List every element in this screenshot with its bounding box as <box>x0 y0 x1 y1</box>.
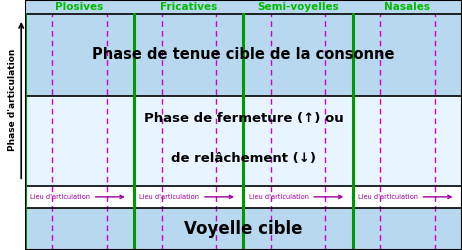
Bar <box>25 14 462 96</box>
Bar <box>25 186 462 208</box>
Text: Phase de fermeture (↑) ou: Phase de fermeture (↑) ou <box>144 112 343 125</box>
Bar <box>25 0 462 14</box>
Text: de relâchement (↓): de relâchement (↓) <box>171 152 316 165</box>
Bar <box>25 96 462 186</box>
Text: Phase de tenue cible de la consonne: Phase de tenue cible de la consonne <box>92 47 395 62</box>
Text: Lieu d'articulation: Lieu d'articulation <box>30 194 90 200</box>
Text: Lieu d'articulation: Lieu d'articulation <box>358 194 418 200</box>
Text: Phase d'articulation: Phase d'articulation <box>8 49 17 151</box>
Text: Voyelle cible: Voyelle cible <box>184 220 303 238</box>
Text: Lieu d'articulation: Lieu d'articulation <box>249 194 309 200</box>
Text: Semi-voyelles: Semi-voyelles <box>257 2 339 12</box>
Text: Lieu d'articulation: Lieu d'articulation <box>140 194 200 200</box>
Bar <box>25 208 462 250</box>
Text: Nasales: Nasales <box>384 2 431 12</box>
Text: Fricatives: Fricatives <box>160 2 218 12</box>
Text: Plosives: Plosives <box>55 2 103 12</box>
